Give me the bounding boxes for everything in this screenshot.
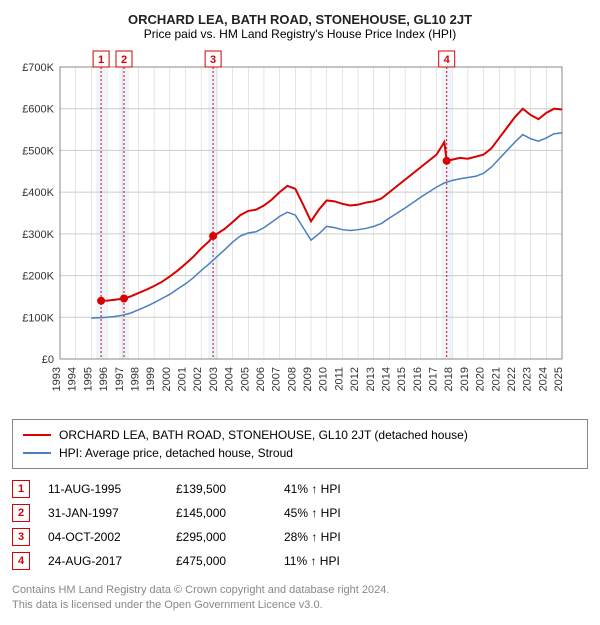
- svg-text:2017: 2017: [428, 367, 440, 391]
- svg-text:2020: 2020: [475, 367, 487, 391]
- svg-text:2006: 2006: [255, 367, 267, 391]
- legend-swatch: [23, 452, 51, 454]
- chart-title: ORCHARD LEA, BATH ROAD, STONEHOUSE, GL10…: [12, 12, 588, 27]
- sale-row: 4 24-AUG-2017 £475,000 11% ↑ HPI: [12, 549, 588, 573]
- svg-text:2004: 2004: [224, 367, 236, 391]
- sale-row: 2 31-JAN-1997 £145,000 45% ↑ HPI: [12, 501, 588, 525]
- svg-text:2016: 2016: [412, 367, 424, 391]
- svg-text:2001: 2001: [177, 367, 189, 391]
- sale-price: £139,500: [176, 482, 266, 496]
- svg-text:2013: 2013: [365, 367, 377, 391]
- svg-text:2000: 2000: [161, 367, 173, 391]
- svg-text:1995: 1995: [82, 367, 94, 391]
- footer-attribution: Contains HM Land Registry data © Crown c…: [12, 583, 588, 613]
- svg-text:3: 3: [210, 54, 216, 66]
- sale-date: 11-AUG-1995: [48, 482, 158, 496]
- sale-row: 1 11-AUG-1995 £139,500 41% ↑ HPI: [12, 477, 588, 501]
- svg-text:2014: 2014: [380, 367, 392, 391]
- svg-text:1999: 1999: [145, 367, 157, 391]
- chart-subtitle: Price paid vs. HM Land Registry's House …: [12, 27, 588, 41]
- price-chart: £0 £100K £200K £300K £400K £500K £600K £700K 199…: [12, 49, 572, 409]
- sale-date: 31-JAN-1997: [48, 506, 158, 520]
- svg-text:1993: 1993: [51, 367, 63, 391]
- svg-text:2010: 2010: [318, 367, 330, 391]
- legend-label: ORCHARD LEA, BATH ROAD, STONEHOUSE, GL10…: [59, 428, 468, 442]
- svg-text:£500K: £500K: [22, 145, 54, 157]
- svg-text:2022: 2022: [506, 367, 518, 391]
- svg-text:2024: 2024: [537, 367, 549, 391]
- sale-diff: 11% ↑ HPI: [284, 554, 384, 568]
- svg-text:2018: 2018: [443, 367, 455, 391]
- sale-price: £295,000: [176, 530, 266, 544]
- sales-table: 1 11-AUG-1995 £139,500 41% ↑ HPI 2 31-JAN-199…: [12, 477, 588, 573]
- svg-text:£600K: £600K: [22, 104, 54, 116]
- svg-text:£700K: £700K: [22, 62, 54, 74]
- svg-text:4: 4: [444, 54, 451, 66]
- sale-marker-box: 4: [12, 552, 30, 570]
- svg-text:1998: 1998: [129, 367, 141, 391]
- legend: ORCHARD LEA, BATH ROAD, STONEHOUSE, GL10…: [12, 419, 588, 469]
- svg-text:2015: 2015: [396, 367, 408, 391]
- svg-text:2011: 2011: [333, 367, 345, 391]
- svg-text:2008: 2008: [286, 367, 298, 391]
- sale-date: 04-OCT-2002: [48, 530, 158, 544]
- legend-label: HPI: Average price, detached house, Stro…: [59, 446, 293, 460]
- footer-line-1: Contains HM Land Registry data © Crown c…: [12, 583, 588, 598]
- svg-text:2025: 2025: [553, 367, 565, 391]
- svg-text:2007: 2007: [271, 367, 283, 391]
- svg-text:1997: 1997: [114, 367, 126, 391]
- svg-text:£100K: £100K: [22, 312, 54, 324]
- svg-text:2005: 2005: [239, 367, 251, 391]
- svg-text:£200K: £200K: [22, 271, 54, 283]
- chart-container: £0 £100K £200K £300K £400K £500K £600K £700K 199…: [12, 49, 588, 409]
- svg-text:2021: 2021: [490, 367, 502, 391]
- sale-price: £145,000: [176, 506, 266, 520]
- svg-text:2: 2: [121, 54, 127, 66]
- footer-line-2: This data is licensed under the Open Gov…: [12, 598, 588, 613]
- sale-diff: 41% ↑ HPI: [284, 482, 384, 496]
- sale-diff: 28% ↑ HPI: [284, 530, 384, 544]
- svg-text:£300K: £300K: [22, 229, 54, 241]
- svg-text:1996: 1996: [98, 367, 110, 391]
- svg-text:1: 1: [98, 54, 104, 66]
- svg-text:2023: 2023: [522, 367, 534, 391]
- sale-marker-box: 2: [12, 504, 30, 522]
- svg-text:2009: 2009: [302, 367, 314, 391]
- sale-diff: 45% ↑ HPI: [284, 506, 384, 520]
- legend-swatch: [23, 434, 51, 436]
- svg-text:2002: 2002: [192, 367, 204, 391]
- sale-row: 3 04-OCT-2002 £295,000 28% ↑ HPI: [12, 525, 588, 549]
- legend-item: HPI: Average price, detached house, Stro…: [23, 444, 577, 462]
- sale-price: £475,000: [176, 554, 266, 568]
- sale-date: 24-AUG-2017: [48, 554, 158, 568]
- svg-text:2003: 2003: [208, 367, 220, 391]
- svg-text:£400K: £400K: [22, 187, 54, 199]
- legend-item: ORCHARD LEA, BATH ROAD, STONEHOUSE, GL10…: [23, 426, 577, 444]
- svg-text:£0: £0: [42, 354, 54, 366]
- sale-marker-box: 1: [12, 480, 30, 498]
- svg-text:1994: 1994: [67, 367, 79, 391]
- svg-text:2019: 2019: [459, 367, 471, 391]
- sale-marker-box: 3: [12, 528, 30, 546]
- svg-text:2012: 2012: [349, 367, 361, 391]
